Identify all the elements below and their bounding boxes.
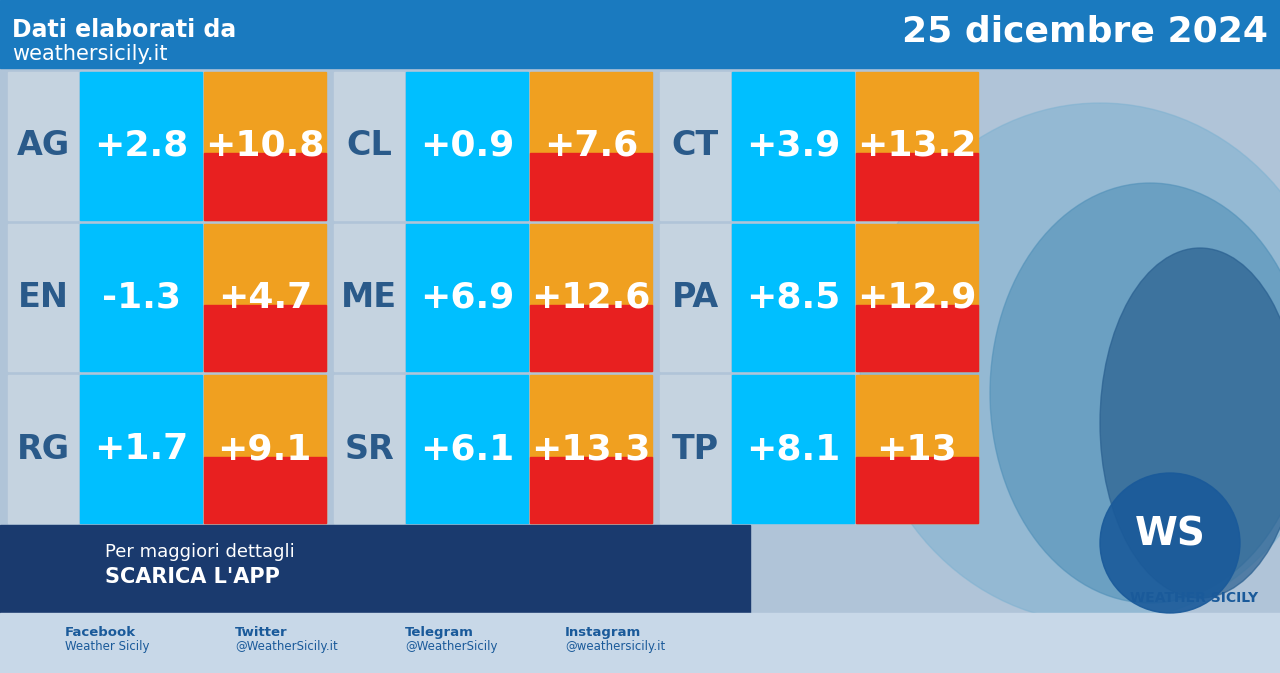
Bar	[530, 223, 652, 371]
Text: SR: SR	[344, 433, 394, 466]
Bar	[8, 223, 78, 371]
Bar	[732, 72, 854, 219]
Text: +6.9: +6.9	[420, 281, 515, 314]
Bar	[660, 72, 731, 219]
Ellipse shape	[989, 183, 1280, 603]
Text: Twitter: Twitter	[236, 626, 288, 639]
Bar	[530, 72, 652, 219]
Ellipse shape	[1100, 248, 1280, 598]
Bar	[530, 456, 652, 523]
Text: Telegram: Telegram	[404, 626, 474, 639]
Bar	[856, 153, 978, 219]
Text: -1.3: -1.3	[101, 281, 180, 314]
Bar	[204, 305, 325, 371]
Text: AG: AG	[17, 129, 70, 162]
Text: Instagram: Instagram	[564, 626, 641, 639]
Text: +8.5: +8.5	[746, 281, 841, 314]
Text: +13.2: +13.2	[858, 129, 977, 163]
Bar	[81, 223, 202, 371]
Text: @WeatherSicily.it: @WeatherSicily.it	[236, 640, 338, 653]
Bar	[0, 0, 1280, 68]
Text: +8.1: +8.1	[746, 432, 841, 466]
Bar	[856, 223, 978, 371]
Text: +13.3: +13.3	[531, 432, 650, 466]
Text: TP: TP	[672, 433, 719, 466]
Text: 25 dicembre 2024: 25 dicembre 2024	[902, 15, 1268, 49]
Bar	[204, 153, 325, 219]
Bar	[204, 72, 325, 219]
Bar	[407, 72, 529, 219]
Text: EN: EN	[18, 281, 69, 314]
Text: +13: +13	[877, 432, 957, 466]
Text: RG: RG	[17, 433, 70, 466]
Text: +10.8: +10.8	[205, 129, 325, 163]
Bar	[732, 223, 854, 371]
Text: +2.8: +2.8	[93, 129, 188, 163]
Bar	[0, 613, 1280, 673]
Bar	[204, 376, 325, 523]
Bar	[8, 72, 78, 219]
Text: +12.9: +12.9	[858, 281, 977, 314]
Bar	[81, 72, 202, 219]
Text: +3.9: +3.9	[746, 129, 841, 163]
Bar	[81, 376, 202, 523]
Text: Per maggiori dettagli: Per maggiori dettagli	[105, 543, 294, 561]
Text: @WeatherSicily: @WeatherSicily	[404, 640, 498, 653]
Text: weathersicily.it: weathersicily.it	[12, 44, 168, 64]
Bar	[334, 72, 404, 219]
Text: WS: WS	[1134, 516, 1206, 554]
Text: ME: ME	[342, 281, 397, 314]
Bar	[856, 376, 978, 523]
Text: SCARICA L'APP: SCARICA L'APP	[105, 567, 280, 587]
Bar	[334, 376, 404, 523]
Text: +1.7: +1.7	[93, 432, 188, 466]
Ellipse shape	[860, 103, 1280, 623]
Text: Weather Sicily: Weather Sicily	[65, 640, 150, 653]
Bar	[407, 223, 529, 371]
Text: +4.7: +4.7	[218, 281, 312, 314]
Text: @weathersicily.it: @weathersicily.it	[564, 640, 666, 653]
Bar	[856, 456, 978, 523]
Bar	[204, 223, 325, 371]
Bar	[732, 376, 854, 523]
Bar	[407, 376, 529, 523]
Bar	[8, 376, 78, 523]
Text: +6.1: +6.1	[420, 432, 515, 466]
Text: PA: PA	[672, 281, 719, 314]
Circle shape	[1100, 473, 1240, 613]
Text: +7.6: +7.6	[544, 129, 637, 163]
Bar	[660, 223, 731, 371]
Bar	[856, 72, 978, 219]
Text: +0.9: +0.9	[420, 129, 515, 163]
Text: CL: CL	[347, 129, 392, 162]
Bar	[530, 376, 652, 523]
Text: +12.6: +12.6	[531, 281, 650, 314]
Bar	[530, 153, 652, 219]
Bar	[660, 376, 731, 523]
Text: +9.1: +9.1	[218, 432, 312, 466]
Text: Facebook: Facebook	[65, 626, 136, 639]
Bar	[530, 305, 652, 371]
Text: WEATHER SICILY: WEATHER SICILY	[1130, 591, 1258, 605]
Bar	[0, 525, 750, 673]
Bar	[204, 456, 325, 523]
Bar	[334, 223, 404, 371]
Text: Dati elaborati da: Dati elaborati da	[12, 18, 237, 42]
Text: CT: CT	[672, 129, 719, 162]
Bar	[856, 305, 978, 371]
